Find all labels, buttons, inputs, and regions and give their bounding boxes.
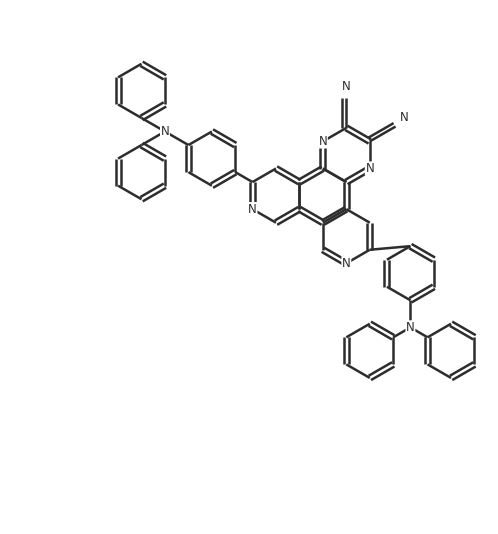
Text: N: N bbox=[160, 125, 169, 138]
Text: N: N bbox=[406, 321, 415, 334]
Text: N: N bbox=[399, 111, 408, 124]
Text: N: N bbox=[248, 202, 257, 216]
Text: N: N bbox=[342, 257, 351, 270]
Text: N: N bbox=[319, 135, 327, 148]
Text: N: N bbox=[342, 80, 351, 93]
Text: N: N bbox=[366, 162, 374, 175]
